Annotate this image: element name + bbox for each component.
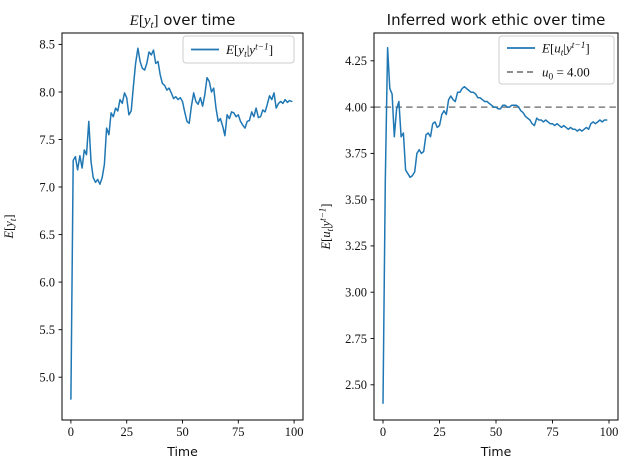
y-tick-label: 5.5 xyxy=(39,323,55,337)
label-part: [ xyxy=(234,42,238,57)
x-tick-label: 50 xyxy=(490,425,503,439)
y-tick-label: 4.25 xyxy=(345,54,367,68)
label-part: [ xyxy=(2,227,16,231)
plot-box xyxy=(61,32,304,421)
x-tick-label: 100 xyxy=(600,425,619,439)
label-part: u xyxy=(554,40,561,55)
y-tick-label: 3.00 xyxy=(345,286,367,300)
series-line xyxy=(70,47,293,400)
label-part: y xyxy=(2,221,16,229)
label-part: ] xyxy=(2,214,16,218)
label-part: = 4.00 xyxy=(553,64,590,79)
y-tick-label: 8.5 xyxy=(39,38,55,52)
chart-expected-y: 0 25 50 75 100 5.0 5.5 6.0 6.5 7.0 7.5 8.0 8.5 E[yt] … xyxy=(2,11,304,439)
label-part: over time xyxy=(158,11,235,29)
label-part: E xyxy=(2,231,16,240)
legend-label: u0 = 4.00 xyxy=(542,64,590,82)
x-tick-label: 0 xyxy=(380,425,386,439)
label-part: y xyxy=(236,42,244,57)
label-part: t xyxy=(150,19,154,31)
label-part: E xyxy=(319,241,333,250)
label-part: Inferred work ethic over time xyxy=(387,11,606,29)
x-tick-label: 0 xyxy=(68,425,74,439)
label-part: [ xyxy=(319,238,333,242)
series-line xyxy=(382,47,608,405)
y-tick-label: 4.00 xyxy=(345,100,367,114)
label-part: t−1 xyxy=(318,208,328,221)
legend-label: E[yt|yt−1] xyxy=(225,42,273,60)
label-part: E xyxy=(129,13,139,29)
y-tick-label: 8.0 xyxy=(39,85,55,99)
label-part: | xyxy=(563,40,566,55)
label-part: t xyxy=(244,50,247,60)
label-part: y xyxy=(564,40,572,55)
label-part: t xyxy=(561,48,564,58)
chart-title: E[yt] over time xyxy=(129,11,236,31)
x-tick-label: 75 xyxy=(232,425,245,439)
y-tick-label: 3.50 xyxy=(345,193,367,207)
x-axis-label: Time xyxy=(480,444,512,459)
chart-title: Inferred work ethic over time xyxy=(387,11,606,29)
x-axis-label: Time xyxy=(166,444,198,459)
label-part: t−1 xyxy=(255,42,269,52)
x-tick-label: 75 xyxy=(546,425,559,439)
label-part: [ xyxy=(139,13,144,29)
label-part: ] xyxy=(153,13,158,29)
plot-box xyxy=(373,32,619,421)
legend-label: E[ut|yt−1] xyxy=(541,40,590,58)
x-tick-label: 25 xyxy=(120,425,133,439)
y-tick-label: 2.75 xyxy=(345,332,367,346)
label-part: | xyxy=(319,226,333,229)
label-part: E xyxy=(225,42,234,57)
y-axis-label: E[ut|yt−1] xyxy=(318,204,336,251)
label-part: ] xyxy=(319,204,333,208)
label-part: u xyxy=(542,64,549,79)
x-tick-label: 100 xyxy=(285,425,304,439)
label-part: E xyxy=(541,40,550,55)
label-part: t−1 xyxy=(572,41,586,51)
label-part: t xyxy=(8,218,18,221)
label-part: ] xyxy=(585,40,589,55)
y-tick-label: 2.50 xyxy=(345,378,367,392)
x-tick-label: 25 xyxy=(433,425,446,439)
label-part: y xyxy=(142,13,151,29)
y-tick-label: 6.5 xyxy=(39,228,55,242)
x-tick-label: 50 xyxy=(176,425,189,439)
y-tick-label: 7.5 xyxy=(39,133,55,147)
label-part: y xyxy=(247,42,255,57)
label-part: [ xyxy=(550,40,554,55)
label-part: ] xyxy=(269,42,273,57)
label-part: 0 xyxy=(549,72,554,82)
label-part: | xyxy=(247,42,250,57)
chart-inferred-work-ethic: 0 25 50 75 100 2.50 2.75 3.00 3.25 3.50 3.75 4.00 4.… xyxy=(318,11,619,439)
y-tick-label: 5.0 xyxy=(39,371,55,385)
label-part: t xyxy=(325,228,335,231)
y-tick-label: 7.0 xyxy=(39,180,55,194)
label-part: u xyxy=(319,231,333,237)
label-part: y xyxy=(319,220,333,228)
y-axis-label: E[yt] xyxy=(2,214,18,239)
y-tick-label: 3.75 xyxy=(345,147,367,161)
y-tick-label: 3.25 xyxy=(345,239,367,253)
y-tick-label: 6.0 xyxy=(39,275,55,289)
legend-box xyxy=(182,35,295,64)
